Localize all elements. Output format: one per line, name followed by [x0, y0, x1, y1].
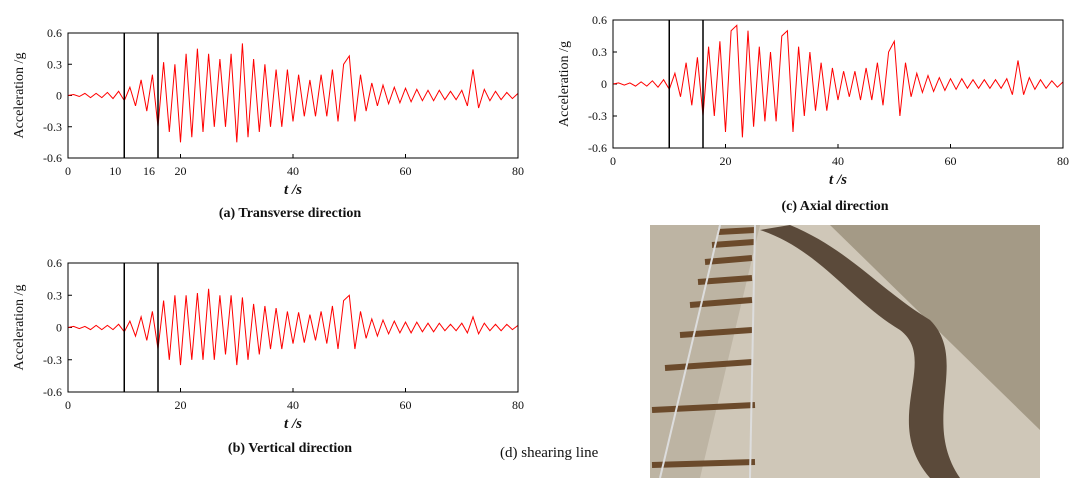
caption: (c) Axial direction — [781, 199, 888, 214]
y-tick-label: -0.3 — [43, 120, 62, 134]
x-tick-label: 60 — [945, 154, 957, 168]
signal-line — [612, 24, 1064, 138]
x-tick-label: 80 — [512, 164, 524, 178]
y-tick-label: 0.6 — [47, 26, 62, 40]
plot-frame — [67, 32, 519, 159]
photo-crack — [760, 225, 960, 478]
x-axis-label: t /s — [284, 182, 302, 198]
marker-label: 16 — [143, 164, 155, 178]
y-tick-label: 0.3 — [592, 45, 607, 59]
photo-rails — [659, 224, 756, 479]
x-tick-label: 40 — [832, 154, 844, 168]
y-tick-label: 0 — [56, 321, 62, 335]
caption: (a) Transverse direction — [219, 206, 362, 221]
photo — [650, 224, 1040, 479]
y-tick-label: 0.6 — [47, 256, 62, 270]
y-axis-label: Acceleration /g — [557, 41, 572, 127]
y-axis-label: Acceleration /g — [12, 285, 27, 371]
caption: (b) Vertical direction — [228, 441, 352, 456]
signal-line — [67, 43, 519, 143]
y-tick-label: -0.3 — [588, 109, 607, 123]
y-tick-label: 0.3 — [47, 57, 62, 71]
plot-frame — [612, 19, 1064, 149]
x-tick-label: 60 — [400, 398, 412, 412]
x-tick-label: 20 — [175, 164, 187, 178]
x-tick-label: 20 — [720, 154, 732, 168]
signal-line — [67, 288, 519, 366]
photo-slab — [650, 225, 760, 478]
x-tick-label: 80 — [512, 398, 524, 412]
x-axis-label: t /s — [829, 172, 847, 188]
x-tick-label: 0 — [65, 164, 71, 178]
x-tick-label: 40 — [287, 164, 299, 178]
y-tick-label: -0.6 — [588, 141, 607, 155]
y-tick-label: -0.6 — [43, 385, 62, 399]
photo-caption: (d) shearing line — [500, 445, 599, 461]
x-tick-label: 20 — [175, 398, 187, 412]
y-tick-label: 0.3 — [47, 288, 62, 302]
chart: 0.60.30-0.3-0.60 20 40 60 80t /sAcceleration… — [12, 256, 524, 456]
x-tick-label: 0 — [610, 154, 616, 168]
x-axis-label: t /s — [284, 416, 302, 432]
y-tick-label: 0.6 — [592, 13, 607, 27]
y-tick-label: -0.6 — [43, 151, 62, 165]
x-tick-label: 60 — [400, 164, 412, 178]
y-tick-label: 0 — [601, 77, 607, 91]
y-axis-label: Acceleration /g — [12, 53, 27, 139]
plot-frame — [67, 262, 519, 393]
y-tick-label: 0 — [56, 89, 62, 103]
x-tick-label: 80 — [1057, 154, 1069, 168]
marker-label: 10 — [109, 164, 121, 178]
x-tick-label: 0 — [65, 398, 71, 412]
x-tick-label: 40 — [287, 398, 299, 412]
y-tick-label: -0.3 — [43, 353, 62, 367]
chart: 0.60.30-0.3-0.60 20 40 60 80t /sAcceleration… — [557, 13, 1069, 214]
